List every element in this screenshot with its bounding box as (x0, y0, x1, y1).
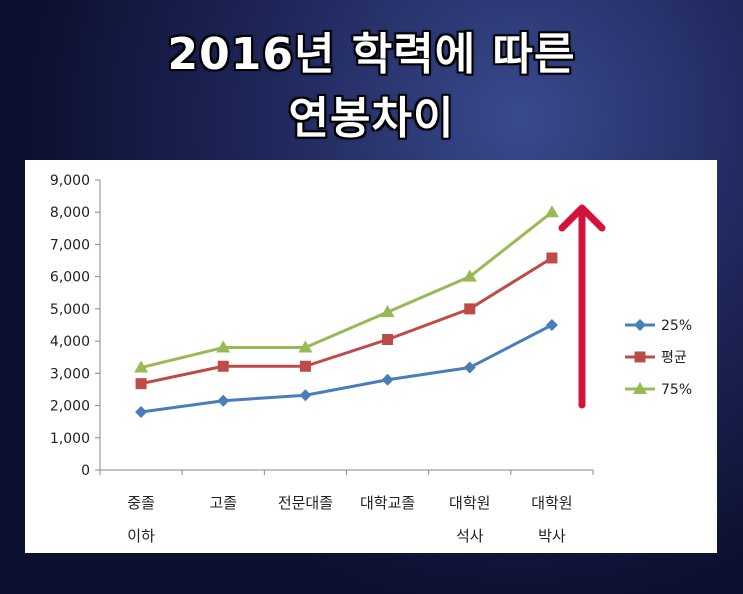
legend-item: 25% (625, 318, 692, 334)
legend-marker (634, 351, 646, 363)
legend-label: 평균 (661, 350, 687, 366)
series-1 (135, 319, 558, 418)
y-tick-label: 0 (81, 463, 90, 479)
legend-marker (633, 382, 647, 394)
legend-label: 25% (661, 318, 692, 334)
data-point (299, 360, 311, 372)
legend-item: 평균 (625, 350, 687, 366)
data-point (544, 205, 559, 218)
data-point (462, 269, 477, 282)
data-point (134, 360, 149, 373)
y-tick-label: 7,000 (50, 237, 90, 253)
series-line (140, 211, 553, 369)
arrow-head (558, 204, 606, 232)
series-2 (135, 252, 558, 390)
data-point (217, 360, 229, 372)
series-3 (134, 205, 559, 373)
x-tick-label: 전문대졸 (278, 494, 333, 512)
data-point (135, 378, 147, 390)
data-point (545, 319, 558, 331)
y-tick-label: 6,000 (50, 270, 90, 286)
series-line (140, 323, 553, 414)
y-tick-label: 9,000 (50, 173, 90, 189)
data-point (381, 373, 394, 386)
y-tick-label: 5,000 (50, 302, 90, 318)
line-chart: 0 1,000 2,000 3,000 4,000 5,000 6,000 7,000 8,00… (50, 173, 692, 545)
data-point (135, 406, 148, 418)
legend-item: 75% (625, 382, 692, 398)
x-tick-label: 대학원 박사 (531, 494, 572, 545)
title-line-1: 2016년 학력에 따른 (167, 29, 576, 80)
data-point (380, 305, 395, 318)
y-tick-label: 1,000 (50, 431, 90, 447)
x-tick-label: 대학교졸 (360, 494, 415, 512)
legend-label: 75% (661, 382, 692, 398)
y-tick-label: 4,000 (50, 334, 90, 350)
y-tick-label: 3,000 (50, 366, 90, 382)
x-tick-label: 중졸 이하 (127, 494, 155, 545)
data-point (299, 389, 312, 402)
data-point (216, 340, 231, 353)
data-point (217, 394, 230, 407)
y-tick-label: 8,000 (50, 205, 90, 221)
data-point (298, 340, 313, 353)
y-tick-label: 2,000 (50, 399, 90, 415)
data-point (382, 334, 394, 345)
x-tick-label: 고졸 (209, 494, 237, 512)
data-point (464, 303, 476, 315)
data-point (463, 361, 476, 374)
title-line-2: 연봉차이 (288, 93, 455, 144)
chart-panel: 0 1,000 2,000 3,000 4,000 5,000 6,000 7,000 8,00… (25, 160, 717, 553)
series-line (140, 256, 553, 386)
legend-marker (634, 319, 646, 331)
x-tick-label: 대학원 석사 (449, 494, 490, 545)
data-point (546, 252, 558, 264)
